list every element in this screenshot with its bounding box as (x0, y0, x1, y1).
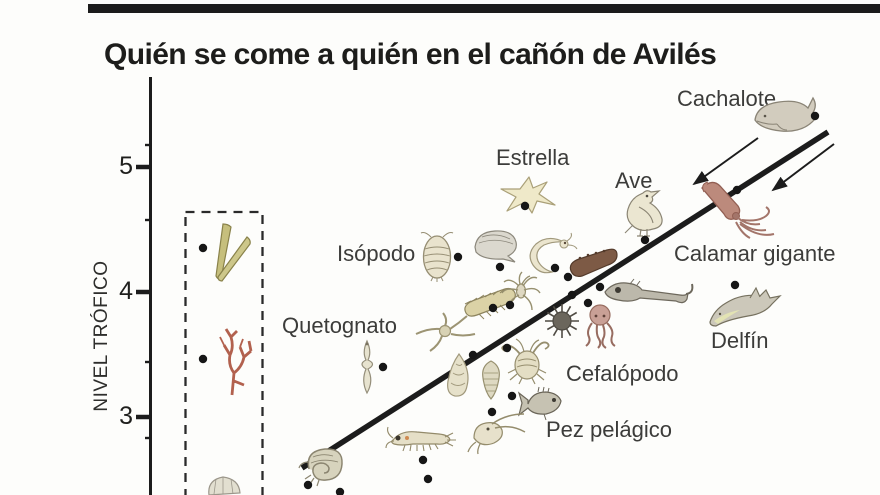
data-point-polychaete-worm (488, 303, 498, 313)
label-cachalote: Cachalote (677, 86, 777, 111)
bivalve-icon (474, 230, 517, 263)
page-title: Quién se come a quién en el cañón de Avi… (104, 38, 717, 72)
dolphin-icon (709, 286, 782, 327)
data-point-plankton (423, 474, 433, 484)
data-points (198, 111, 820, 495)
shell-icon (208, 476, 241, 495)
data-point-sea-spider (505, 300, 515, 310)
seabird-icon (624, 190, 663, 237)
tusk-shell-icon (215, 223, 251, 282)
sea-urchin-icon (545, 304, 579, 338)
data-point-curled-amphipod (303, 480, 313, 490)
illustrations (208, 96, 816, 495)
dashed-box (184, 210, 264, 495)
data-point-grenadier-fish (595, 282, 605, 292)
data-point-bivalve (495, 262, 505, 272)
octopus-icon (585, 304, 616, 349)
copepod-icon (467, 413, 526, 455)
data-point-curled-shrimp (550, 263, 560, 273)
label-ave: Ave (615, 168, 653, 193)
label-cefalopodo: Cefalópodo (566, 361, 679, 386)
data-point-Quetognato (378, 362, 388, 372)
data-point-squat-lobster (502, 343, 512, 353)
label-calamar-gigante: Calamar gigante (674, 241, 836, 266)
giant-squid-icon (701, 181, 775, 239)
label-quetognato: Quetognato (282, 313, 397, 338)
label-delfin: Delfín (711, 328, 769, 353)
isopod-icon (420, 231, 454, 282)
top-rule (88, 4, 880, 13)
y-tick-label-5: 5 (119, 152, 133, 180)
data-point-Delfín (730, 280, 740, 290)
flow-arrow (692, 137, 759, 186)
coral-icon (219, 328, 253, 396)
label-isopodo: Isópodo (337, 241, 416, 266)
sea-spider-icon (501, 271, 541, 311)
label-pez-pelagico: Pez pelágico (546, 417, 672, 442)
pelagic-fish-icon (517, 386, 562, 421)
brittle-star-icon (415, 312, 476, 352)
data-point-coral (198, 354, 208, 364)
squat-lobster-icon (501, 338, 550, 385)
data-point-Pez pelágico (507, 391, 517, 401)
data-point-krill (418, 455, 428, 465)
data-point-Cachalote (810, 111, 820, 121)
data-point-Estrella (520, 201, 530, 211)
grenadier-fish-icon (604, 278, 694, 304)
flow-arrow (771, 143, 835, 192)
label-estrella: Estrella (496, 145, 570, 170)
curled-shrimp-icon (529, 232, 578, 274)
data-point-Isópodo (453, 252, 463, 262)
data-point-sea-urchin (567, 290, 577, 300)
y-axis (136, 77, 152, 495)
gastropod-shell-icon (447, 352, 469, 397)
starfish-icon (500, 176, 556, 214)
chaetognath-icon (361, 339, 374, 395)
data-point-Ave (640, 235, 650, 245)
sperm-whale-icon (754, 96, 816, 132)
data-point-Cefalópodo (583, 298, 593, 308)
sea-cucumber-icon (569, 248, 618, 278)
ribbed-shell-icon (482, 360, 500, 400)
curled-amphipod-icon (298, 448, 343, 487)
data-point-Calamar gigante (732, 185, 742, 195)
data-point-copepod (487, 407, 497, 417)
data-point-brittle-star (468, 350, 478, 360)
data-point-sea-cucumber (563, 272, 573, 282)
data-point-tusk-shell (198, 243, 208, 253)
y-tick-label-3: 3 (119, 402, 133, 430)
krill-icon (385, 426, 456, 452)
y-tick-label-4: 4 (119, 277, 133, 305)
data-point-curled-amphipod (335, 487, 345, 495)
